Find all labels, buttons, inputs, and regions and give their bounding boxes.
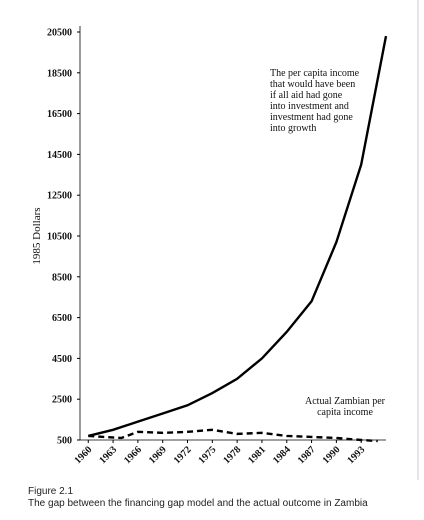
y-tick-label: 16500 [47,109,72,120]
line-series [87,35,388,438]
y-axis-label: 1985 Dollars [31,207,43,264]
x-tick-label: 1963 [97,444,119,466]
x-tick-label: 1993 [345,444,367,466]
x-tick-label: 1981 [246,444,268,466]
series-annotation: Actual Zambian per capita income [305,396,386,418]
x-tick-label: 1984 [271,444,293,466]
x-tick-label: 1990 [321,444,343,466]
x-tick-label: 1978 [221,444,243,466]
y-tick-label: 6500 [52,313,72,324]
y-tick-label: 8500 [52,272,72,283]
chart: 1985 Dollars 500 2500 4500 6500 8500 10500 125… [31,0,419,480]
caption: The gap between the financing gap model … [28,498,368,509]
line-series [88,428,378,443]
y-tick-label: 2500 [52,395,72,406]
x-tick-label: 1975 [197,444,219,466]
series-annotation: The per capita income that would have bee… [270,68,360,134]
x-tick-label: 1969 [147,444,169,466]
x-tick-label: 1960 [72,444,94,466]
y-tick-label: 10500 [47,232,72,243]
caption-label: Figure 2.1 [28,486,74,497]
x-tick-label: 1966 [122,444,144,466]
y-tick-label: 18500 [47,68,72,79]
x-tick-label: 1987 [296,444,318,466]
y-tick-label: 14500 [47,150,72,161]
y-tick-label: 12500 [47,191,72,202]
y-tick-label: 500 [57,436,72,447]
x-tick-label: 1972 [172,444,194,466]
y-tick-label: 4500 [52,354,72,365]
y-tick-label: 20500 [47,28,72,39]
